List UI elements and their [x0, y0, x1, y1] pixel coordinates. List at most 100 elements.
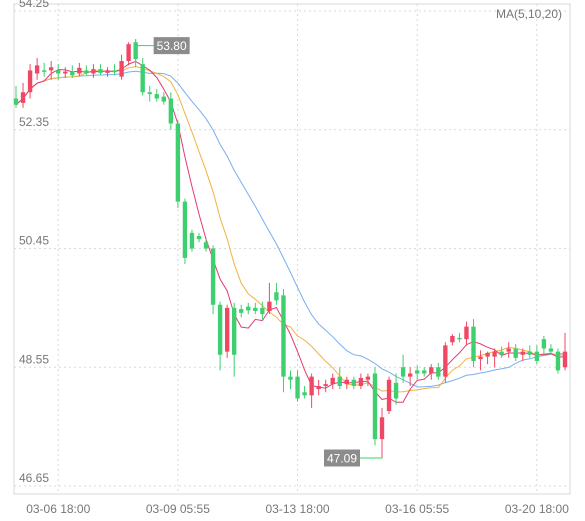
candle-body	[42, 70, 46, 72]
x-tick-label: 03-16 05:55	[385, 502, 449, 516]
candle-body	[429, 367, 433, 373]
candle-up	[485, 352, 489, 365]
y-tick-label: 46.65	[19, 471, 49, 485]
candle-down	[288, 370, 292, 389]
candle-up	[309, 374, 313, 408]
candle-body	[98, 69, 102, 73]
candle-up	[507, 342, 511, 358]
candle-body	[394, 383, 398, 399]
candle-body	[450, 336, 454, 342]
candle-body	[457, 338, 461, 340]
candle-up	[464, 322, 468, 346]
candle-body	[471, 327, 475, 361]
candle-down	[556, 349, 560, 374]
candle-up	[345, 377, 349, 390]
candle-body	[542, 339, 546, 348]
candle-body	[56, 70, 60, 73]
candle-body	[408, 374, 412, 377]
candle-body	[507, 349, 511, 352]
candle-body	[190, 233, 194, 249]
candle-body	[556, 352, 560, 371]
candle-body	[401, 367, 405, 376]
axis-labels: 54.25 52.35 50.45 48.55 46.65 03-06 18:00 03-0…	[19, 0, 569, 516]
candle-body	[324, 384, 328, 386]
min-price-label: 47.09	[324, 450, 382, 467]
candle-down	[253, 303, 257, 314]
max-price-label: 53.80	[136, 37, 190, 54]
x-tick-label: 03-09 05:55	[146, 502, 210, 516]
candle-down	[373, 367, 377, 445]
candle-body	[464, 327, 468, 340]
candle-body	[331, 378, 335, 384]
candle-body	[521, 352, 525, 355]
candle-body	[274, 292, 278, 300]
candle-body	[155, 94, 159, 98]
candle-body	[35, 65, 39, 73]
candle-up	[429, 364, 433, 380]
candle-body	[478, 357, 482, 360]
candle-up	[331, 374, 335, 390]
candle-down	[295, 370, 299, 401]
moving-averages	[16, 61, 565, 402]
candle-down	[457, 333, 461, 342]
ma5-line	[16, 61, 565, 402]
candle-body	[281, 295, 285, 376]
candle-body	[119, 61, 123, 77]
candle-body	[535, 352, 539, 361]
candle-down	[528, 345, 532, 358]
candle-down	[499, 347, 503, 358]
candle-up	[563, 333, 567, 371]
candle-body	[162, 97, 166, 102]
candle-body	[436, 367, 440, 376]
candle-body	[485, 353, 489, 357]
candle-down	[436, 363, 440, 380]
min-label-text: 47.09	[327, 452, 357, 466]
candle-body	[302, 392, 306, 395]
max-label-text: 53.80	[157, 39, 187, 53]
candle-body	[141, 64, 145, 92]
candle-body	[239, 309, 243, 313]
candle-down	[112, 64, 116, 75]
candle-up	[387, 377, 391, 415]
candle-body	[148, 92, 152, 94]
candle-body	[204, 242, 208, 248]
candle-body	[563, 352, 567, 368]
ma10-line	[16, 67, 565, 392]
candle-body	[260, 308, 264, 314]
candle-up	[77, 63, 81, 77]
candle-up	[126, 42, 130, 65]
y-tick-label: 50.45	[19, 234, 49, 248]
candle-body	[499, 352, 503, 355]
candle-down	[141, 58, 145, 96]
candle-body	[373, 374, 377, 440]
candle-body	[126, 44, 130, 61]
candle-body	[345, 380, 349, 384]
candle-down	[535, 345, 539, 364]
candle-down	[98, 64, 102, 75]
candle-body	[309, 377, 313, 396]
candle-down	[176, 120, 180, 208]
y-tick-label: 48.55	[19, 352, 49, 366]
candle-body	[70, 72, 74, 76]
candle-body	[415, 370, 419, 373]
x-tick-label: 03-06 18:00	[26, 502, 90, 516]
candle-body	[63, 72, 67, 74]
y-tick-label: 52.35	[19, 115, 49, 129]
candle-up	[28, 64, 32, 98]
candle-down	[155, 89, 159, 102]
candle-body	[211, 249, 215, 305]
candle-body	[246, 307, 250, 311]
candle-down	[422, 367, 426, 376]
candle-body	[549, 349, 553, 352]
candle-body	[197, 236, 201, 239]
candle-down	[190, 230, 194, 252]
candle-down	[218, 302, 222, 371]
candle-down	[246, 303, 250, 314]
x-tick-label: 03-20 18:00	[505, 502, 569, 516]
candle-down	[232, 303, 236, 377]
candle-down	[148, 86, 152, 102]
candle-up	[324, 380, 328, 393]
candle-down	[338, 367, 342, 389]
candle-up	[316, 380, 320, 396]
candle-down	[162, 92, 166, 105]
